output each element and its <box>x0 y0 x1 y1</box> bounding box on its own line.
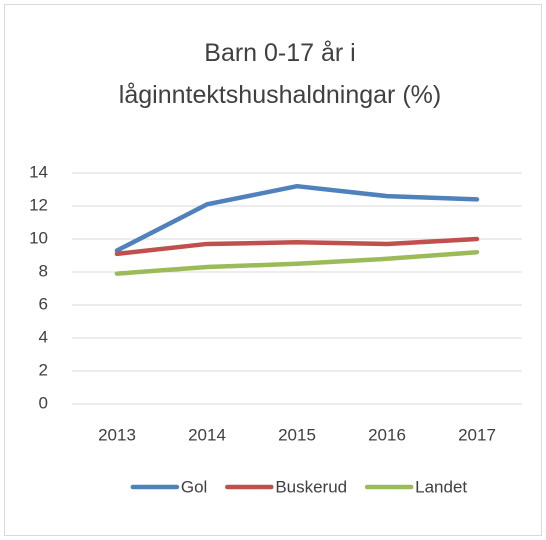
x-tick-label: 2014 <box>188 425 226 444</box>
data-line <box>114 249 480 276</box>
legend-label: Gol <box>181 477 207 496</box>
x-tick-label: 2013 <box>98 425 136 444</box>
x-tick-label: 2015 <box>278 425 316 444</box>
x-tick-label: 2017 <box>458 425 496 444</box>
legend-label: Landet <box>415 477 467 496</box>
data-line <box>114 183 480 253</box>
y-tick-label: 0 <box>39 393 48 412</box>
y-tick-label: 14 <box>29 162 48 181</box>
y-tick-label: 6 <box>39 294 48 313</box>
y-tick-label: 12 <box>29 195 48 214</box>
x-tick-label: 2016 <box>368 425 406 444</box>
chart-title: Barn 0-17 år i låginntektshushaldningar … <box>118 39 442 109</box>
chart-border <box>4 4 542 536</box>
y-tick-label: 8 <box>39 261 48 280</box>
legend-label: Buskerud <box>275 477 347 496</box>
data-line <box>114 236 480 257</box>
y-tick-label: 10 <box>29 228 48 247</box>
y-tick-label: 2 <box>39 360 48 379</box>
y-tick-label: 4 <box>39 327 48 346</box>
